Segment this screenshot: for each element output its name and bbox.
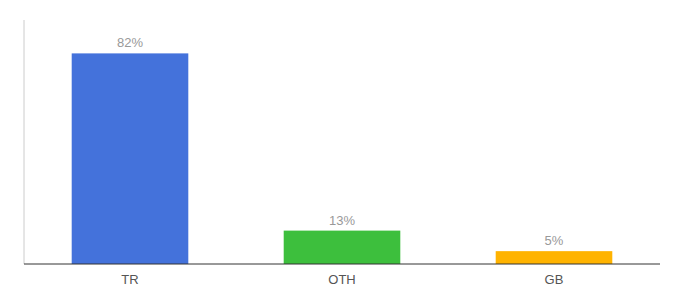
x-tick-label: OTH — [328, 272, 355, 287]
x-tick-label: GB — [545, 272, 564, 287]
bars — [72, 53, 613, 264]
x-axis-line — [24, 264, 660, 265]
page: {"chart_data": {"type": "bar", "categori… — [0, 0, 680, 300]
bar — [284, 231, 401, 264]
data-label: 5% — [545, 233, 564, 248]
bar — [496, 251, 613, 264]
bar — [72, 53, 189, 264]
chart-container: TR OTH GB 82% 13% 5% — [0, 0, 680, 300]
x-tick-label: TR — [121, 272, 138, 287]
data-label: 82% — [117, 35, 143, 50]
y-axis-line — [24, 20, 25, 264]
data-label: 13% — [329, 213, 355, 228]
chart: TR OTH GB 82% 13% 5% — [0, 0, 680, 300]
